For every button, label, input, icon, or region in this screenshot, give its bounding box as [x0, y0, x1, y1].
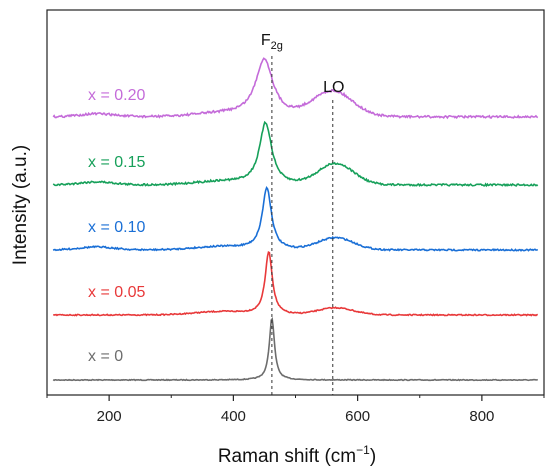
series-label-0: x = 0: [88, 348, 123, 365]
series-line-4: [52, 57, 539, 120]
series-label-2: x = 0.10: [88, 219, 145, 236]
series-line-3: [52, 120, 539, 188]
annotation-lo: LO: [323, 79, 344, 96]
annotation-f2g: F2g: [261, 32, 283, 52]
series-label-4: x = 0.20: [88, 87, 145, 104]
x-axis-title: Raman shift (cm−1): [218, 443, 376, 467]
series-labels: x = 0 x = 0.05 x = 0.10 x = 0.15 x = 0.20: [88, 87, 145, 365]
series-line-2: [52, 186, 539, 252]
plot-frame: [46, 9, 545, 396]
series-line-1: [52, 250, 539, 317]
x-tick-label-400: 400: [221, 408, 246, 425]
series-line-0: [52, 316, 538, 382]
x-tick-label-600: 600: [345, 408, 370, 425]
x-tick-label-800: 800: [469, 408, 494, 425]
series-label-3: x = 0.15: [88, 154, 145, 171]
series-label-1: x = 0.05: [88, 284, 145, 301]
curves-layer: [52, 57, 539, 382]
annotation-lines: [271, 56, 334, 395]
x-tick-label-200: 200: [97, 408, 122, 425]
y-axis-title: Intensity (a.u.): [10, 145, 31, 265]
x-axis-ticks: 200 400 600 800: [46, 395, 545, 425]
